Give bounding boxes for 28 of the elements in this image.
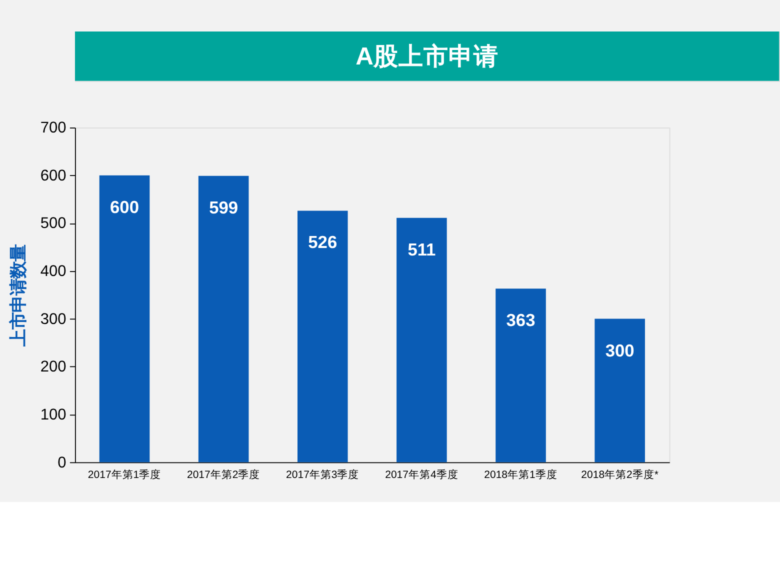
bar [496,288,546,462]
bar [297,210,348,462]
data-label: 363 [506,310,536,330]
x-tick-label: 2018年第2季度* [581,468,658,482]
y-tick-label: 100 [40,406,67,424]
bar [594,318,645,462]
data-label: 526 [308,232,338,252]
x-tick-label: 2017年第3季度 [286,468,360,482]
bar [99,175,150,462]
y-tick-label: 500 [40,215,67,232]
data-label: 600 [110,196,139,217]
x-tick-label: 2017年第1季度 [88,468,162,482]
data-label: 300 [605,340,634,360]
y-tick-label: 600 [40,167,67,184]
x-tick-label: 2018年第1季度 [484,468,558,482]
y-tick-label: 300 [40,310,67,328]
data-label: 511 [408,239,436,260]
bar [198,176,249,462]
data-label: 599 [209,197,238,218]
y-axis-title: 上市申请数量 [8,244,28,348]
x-tick-label: 2017年第4季度 [385,468,458,482]
y-tick-label: 200 [40,358,67,376]
y-tick-label: 700 [40,120,67,137]
x-tick-label: 2017年第2季度 [186,468,260,482]
chart-title: A股上市申请 [356,42,498,70]
y-tick-label: 0 [58,454,67,472]
bar [396,218,447,462]
y-tick-label: 400 [40,263,67,280]
